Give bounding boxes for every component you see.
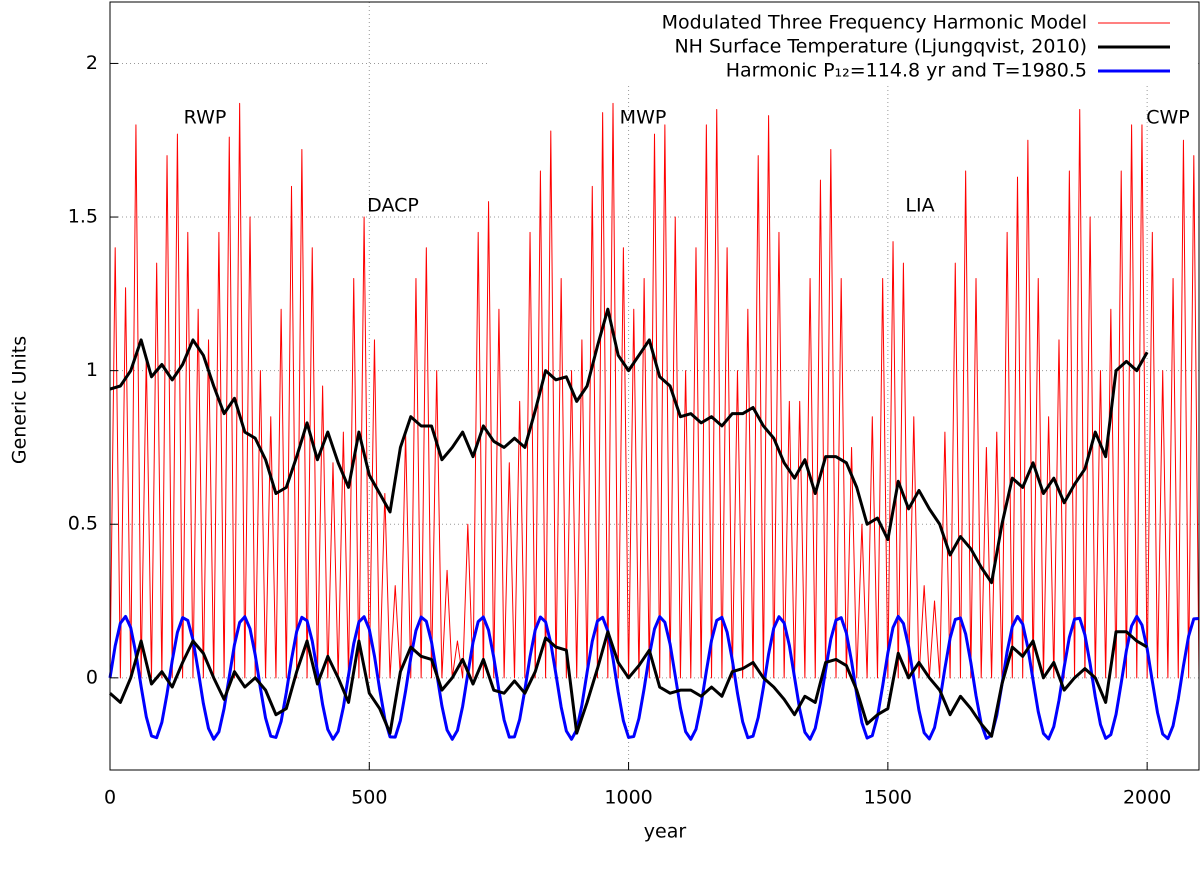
y-tick-label: 0 <box>86 666 98 688</box>
legend-background <box>490 2 1198 86</box>
plot-frame <box>109 1 1200 771</box>
x-tick-label: 1000 <box>604 787 652 809</box>
series-line <box>109 102 1200 679</box>
legend-label: Modulated Three Frequency Harmonic Model <box>662 12 1087 34</box>
y-tick-label: 0.5 <box>68 513 98 535</box>
axes: 0 500 1000 1500 2000 0 0.5 1 1.5 2 <box>68 1 1200 809</box>
annotation: RWP <box>184 107 227 129</box>
series-line <box>109 307 1149 585</box>
x-tick-label: 0 <box>104 787 116 809</box>
y-axis-label: Generic Units <box>9 336 31 464</box>
x-tick-label: 1500 <box>864 787 912 809</box>
x-tick-label: 500 <box>351 787 387 809</box>
annotation: LIA <box>905 195 934 217</box>
annotation: MWP <box>620 107 667 129</box>
x-axis-label: year <box>644 821 687 843</box>
y-tick-label: 2 <box>86 52 98 74</box>
annotation: CWP <box>1146 107 1190 129</box>
x-tick-label: 2000 <box>1123 787 1171 809</box>
legend: Modulated Three Frequency Harmonic Model… <box>662 12 1170 82</box>
annotation: DACP <box>367 195 419 217</box>
plot-area <box>108 102 1200 741</box>
y-tick-label: 1 <box>86 359 98 381</box>
series-line <box>109 630 1148 738</box>
legend-label: NH Surface Temperature (Ljungqvist, 2010… <box>674 36 1087 58</box>
legend-label: Harmonic P₁₂=114.8 yr and T=1980.5 <box>726 60 1087 82</box>
series-line <box>108 614 1200 741</box>
y-tick-label: 1.5 <box>68 206 98 228</box>
